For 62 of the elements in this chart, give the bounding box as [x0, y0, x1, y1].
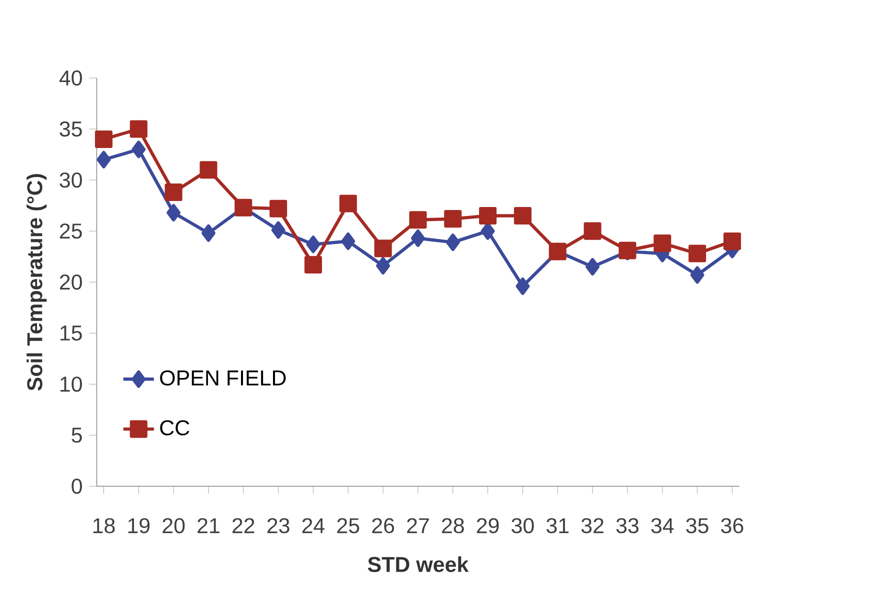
x-tick-label: 35	[686, 518, 708, 534]
x-tick-label: 18	[93, 518, 115, 534]
point	[514, 207, 532, 225]
point	[690, 266, 704, 284]
y-tick-label: 20	[60, 274, 82, 290]
x-tick-label: 29	[476, 518, 499, 534]
y-tick-label: 5	[72, 428, 82, 443]
point	[586, 258, 600, 276]
point	[410, 230, 425, 248]
point	[339, 194, 357, 212]
point	[376, 257, 390, 275]
point	[130, 120, 148, 138]
point	[270, 200, 288, 218]
y-tick-label: 15	[60, 326, 82, 341]
x-tick-label: 22	[232, 518, 254, 534]
y-tick-label: 0	[72, 478, 82, 494]
x-tick-label: 27	[407, 518, 429, 534]
point	[271, 221, 286, 240]
point	[304, 256, 322, 274]
y-axis-title: Soil Temperature (°C)	[26, 174, 47, 391]
point	[409, 211, 427, 229]
x-tick-label: 36	[721, 518, 744, 534]
point	[584, 222, 602, 240]
x-tick-label: 34	[651, 518, 674, 534]
point	[164, 184, 182, 202]
point	[306, 236, 320, 254]
x-tick-label: 31	[546, 518, 569, 534]
y-tick-label: 25	[60, 224, 82, 239]
point	[446, 234, 460, 252]
x-tick-label: 20	[162, 518, 185, 534]
y-tick-label: 10	[60, 376, 82, 392]
x-axis-title: STD week	[368, 556, 469, 572]
point	[480, 222, 495, 240]
x-tick-label: 24	[302, 518, 325, 534]
x-tick-label: 30	[512, 518, 534, 534]
point	[200, 161, 218, 179]
y-tick-label: 30	[60, 172, 82, 188]
y-tick-label: 40	[59, 70, 82, 86]
x-tick-label: 33	[616, 518, 638, 534]
legend-label: CC	[160, 420, 190, 436]
x-tick-label: 32	[581, 518, 604, 534]
point	[688, 244, 706, 262]
x-tick-label: 26	[372, 518, 394, 534]
point	[132, 140, 146, 158]
point	[654, 234, 672, 252]
x-tick-label: 23	[267, 518, 290, 534]
point	[723, 232, 741, 250]
point	[94, 130, 112, 148]
x-tick-label: 28	[442, 518, 464, 534]
point	[516, 278, 530, 296]
point	[341, 232, 356, 250]
point	[479, 207, 497, 225]
x-tick-label: 21	[198, 518, 220, 534]
y-tick-label: 35	[60, 122, 82, 137]
point	[374, 240, 392, 258]
x-tick-label: 25	[337, 518, 360, 534]
x-tick-label: 19	[128, 518, 150, 534]
legend-label: OPEN FIELD	[160, 370, 286, 386]
point	[96, 151, 111, 169]
point	[166, 204, 181, 222]
point	[201, 224, 216, 242]
point	[444, 210, 462, 228]
